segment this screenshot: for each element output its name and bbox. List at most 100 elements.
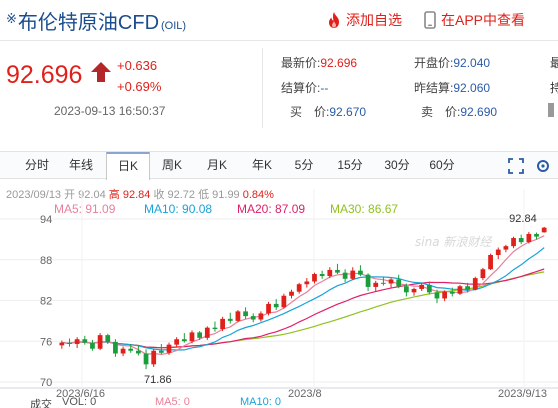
candle-body xyxy=(158,350,164,353)
tab-weekly-k[interactable]: 周K xyxy=(161,158,182,172)
max-price-label: 92.84 xyxy=(509,213,537,225)
ohlc-low: 收 92.72 xyxy=(153,189,196,201)
x-tick-label: 2023/6/16 xyxy=(56,388,105,400)
tab-60min[interactable]: 60分 xyxy=(429,158,455,172)
candle-body xyxy=(281,295,287,308)
field-ask: 卖 价:92.690 xyxy=(421,103,497,120)
view-in-app-button[interactable]: 在APP中查看 xyxy=(424,10,525,30)
tab-daily-k[interactable]: 日K xyxy=(106,152,150,180)
fullscreen-icon[interactable] xyxy=(508,158,524,174)
volume-value: VOL: 0 xyxy=(62,396,97,408)
ohlc-pct: 0.84% xyxy=(242,189,274,201)
min-price-label: 71.86 xyxy=(144,374,172,386)
candle-body xyxy=(350,270,356,279)
candle-body xyxy=(319,274,325,277)
candle-body xyxy=(266,303,271,314)
candle-body xyxy=(358,270,363,275)
field-prev-settle-label: 昨结算: xyxy=(414,81,454,95)
candle-body xyxy=(480,269,486,279)
field-open-value: 92.040 xyxy=(453,56,491,70)
candle-body xyxy=(426,284,432,293)
volume-label: 成交 xyxy=(30,399,52,408)
field-ask-value: 92.690 xyxy=(460,105,498,119)
candle-body xyxy=(388,279,394,284)
ohlc-high: 高 92.84 xyxy=(108,189,151,201)
instrument-code: (OIL) xyxy=(161,20,187,32)
tab-30min[interactable]: 30分 xyxy=(384,158,410,172)
tab-monthly-k[interactable]: 月K xyxy=(206,158,227,172)
candle-body xyxy=(212,327,218,330)
candle-body xyxy=(457,286,463,294)
candle-body xyxy=(289,291,294,296)
tab-15min[interactable]: 15分 xyxy=(337,158,363,172)
tab-5min[interactable]: 5分 xyxy=(294,158,314,172)
ma20-legend: MA20: 87.09 xyxy=(237,202,306,216)
tab-intraday[interactable]: 分时 xyxy=(24,158,49,172)
candle-body xyxy=(488,254,493,270)
candle-body xyxy=(143,353,149,365)
candle-body xyxy=(342,272,348,279)
candle-body xyxy=(82,339,88,343)
candle-body xyxy=(166,344,172,353)
ohlc-open: 开 92.04 xyxy=(64,189,106,201)
ma10-legend: MA10: 90.08 xyxy=(144,202,213,216)
price-change: +0.636 xyxy=(117,58,158,73)
settings-icon[interactable] xyxy=(535,158,551,174)
y-tick-label: 94 xyxy=(40,214,52,226)
candle-body xyxy=(113,341,118,354)
field-ask-label: 卖 价: xyxy=(421,105,461,119)
flame-icon xyxy=(329,12,339,28)
tab-yearly-k[interactable]: 年K xyxy=(251,158,272,172)
candle-body xyxy=(204,327,210,338)
ohlc-close: 低 91.99 xyxy=(198,189,240,201)
candle-body xyxy=(434,292,440,299)
view-in-app-label: 在APP中查看 xyxy=(441,12,526,28)
candle-body xyxy=(396,279,402,287)
add-watchlist-button[interactable]: 添加自选 xyxy=(326,10,402,30)
field-bid: 买 价:92.670 xyxy=(290,103,366,120)
ma20-line xyxy=(61,268,545,349)
period-tabs: 分时 年线 日K 周K 月K 年K 5分 15分 30分 60分 xyxy=(0,151,558,180)
ma5-line xyxy=(61,235,545,356)
candle-body xyxy=(220,318,225,330)
x-tick-label: 2023/8 xyxy=(288,388,322,400)
field-bid-value: 92.670 xyxy=(329,105,367,119)
candle-body xyxy=(472,278,478,290)
phone-icon xyxy=(424,11,436,29)
quote-divider xyxy=(262,48,263,128)
candle-body xyxy=(136,350,141,354)
title-mark: ※ xyxy=(6,11,17,26)
y-tick-label: 82 xyxy=(40,296,52,308)
candle-body xyxy=(296,284,302,292)
field-open-label: 开盘价: xyxy=(414,56,454,70)
candle-body xyxy=(465,286,470,290)
last-price: 92.696 xyxy=(6,61,83,89)
candle-body xyxy=(90,342,95,349)
candle-body xyxy=(403,286,409,293)
candle-body xyxy=(534,233,539,237)
field-settle: 结算价:-- xyxy=(281,79,328,96)
candle-body xyxy=(442,291,448,299)
header-divider xyxy=(0,40,558,41)
price-change-pct: +0.69% xyxy=(117,79,162,94)
volume-ma10: MA10: 0 xyxy=(240,396,281,408)
tab-year-line[interactable]: 年线 xyxy=(68,158,93,172)
field-cut-3 xyxy=(548,103,558,117)
candle-body xyxy=(365,274,371,287)
candle-body xyxy=(373,282,379,287)
field-latest-value: 92.696 xyxy=(320,56,358,70)
up-arrow-icon xyxy=(91,62,111,82)
y-tick-label: 76 xyxy=(40,336,52,348)
candle-body xyxy=(312,274,317,282)
candle-body xyxy=(97,335,103,349)
candle-body xyxy=(243,311,248,317)
field-latest: 最新价:92.696 xyxy=(281,54,357,71)
candle-body xyxy=(67,342,72,344)
candle-body xyxy=(503,246,509,250)
add-watchlist-label: 添加自选 xyxy=(346,12,402,28)
candle-body xyxy=(335,269,340,273)
candle-body xyxy=(235,311,241,321)
ma30-legend: MA30: 86.67 xyxy=(330,202,399,216)
field-cut-2: 持 xyxy=(550,81,558,95)
